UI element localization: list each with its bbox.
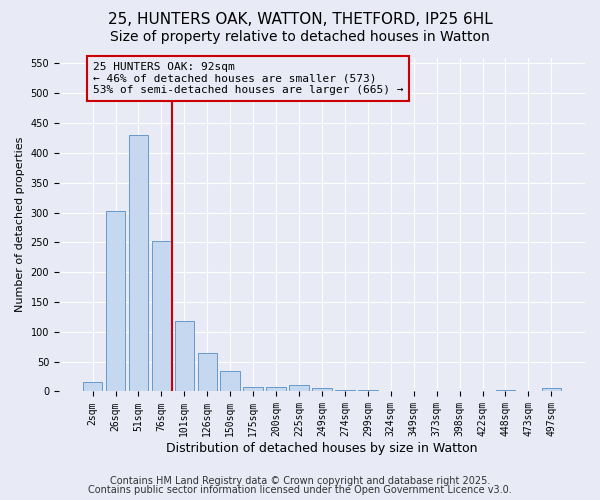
Text: Contains HM Land Registry data © Crown copyright and database right 2025.: Contains HM Land Registry data © Crown c… bbox=[110, 476, 490, 486]
Text: Contains public sector information licensed under the Open Government Licence v3: Contains public sector information licen… bbox=[88, 485, 512, 495]
Bar bbox=[128, 135, 148, 392]
Bar bbox=[335, 390, 355, 392]
Bar bbox=[312, 388, 332, 392]
Bar bbox=[175, 321, 194, 392]
Bar bbox=[244, 386, 263, 392]
Bar bbox=[152, 240, 171, 392]
Bar bbox=[289, 385, 309, 392]
Bar bbox=[266, 386, 286, 392]
X-axis label: Distribution of detached houses by size in Watton: Distribution of detached houses by size … bbox=[166, 442, 478, 455]
Bar bbox=[220, 370, 240, 392]
Bar bbox=[496, 390, 515, 392]
Text: 25, HUNTERS OAK, WATTON, THETFORD, IP25 6HL: 25, HUNTERS OAK, WATTON, THETFORD, IP25 … bbox=[107, 12, 493, 28]
Bar bbox=[106, 212, 125, 392]
Bar bbox=[197, 352, 217, 392]
Bar bbox=[542, 388, 561, 392]
Y-axis label: Number of detached properties: Number of detached properties bbox=[15, 137, 25, 312]
Text: 25 HUNTERS OAK: 92sqm
← 46% of detached houses are smaller (573)
53% of semi-det: 25 HUNTERS OAK: 92sqm ← 46% of detached … bbox=[92, 62, 403, 95]
Bar bbox=[358, 390, 377, 392]
Text: Size of property relative to detached houses in Watton: Size of property relative to detached ho… bbox=[110, 30, 490, 44]
Bar bbox=[83, 382, 103, 392]
